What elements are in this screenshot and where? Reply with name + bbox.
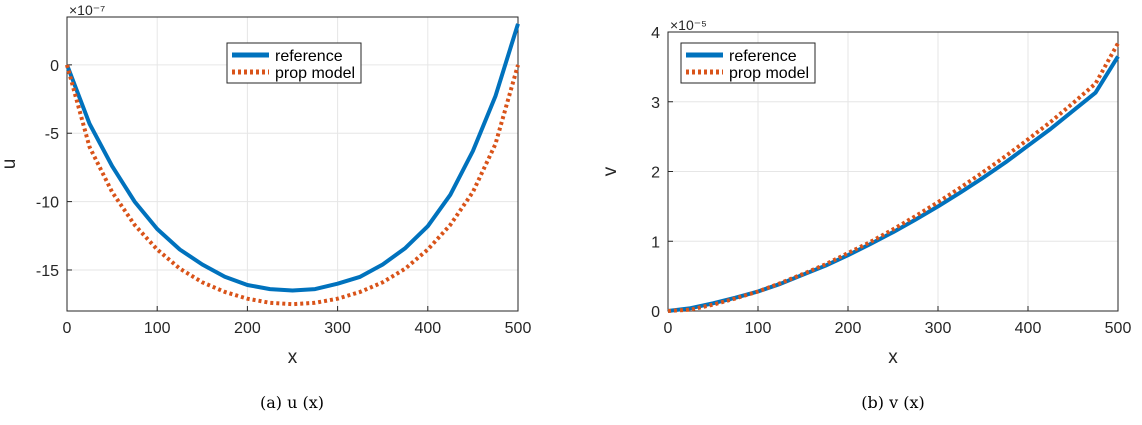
chart-a-caption: (a) u (x)	[260, 393, 324, 412]
chart-b-caption: (b) v (x)	[861, 393, 924, 412]
x-tick-label: 500	[1105, 320, 1132, 337]
y-tick-label: 2	[651, 165, 660, 182]
chart-b-series	[667, 42, 1120, 313]
chart-b-legend: reference prop model	[680, 42, 816, 84]
y-tick-label: -15	[36, 263, 59, 280]
series-line-reference	[667, 55, 1120, 313]
x-tick-label: 0	[63, 320, 72, 337]
chart-a-ticks: 0 100 200 300 400 500 -15 -10 -5 0	[36, 58, 532, 337]
x-tick-label: 300	[925, 320, 952, 337]
y-tick-label: 3	[651, 95, 660, 112]
chart-b-exponent: ×10⁻⁵	[670, 17, 707, 33]
chart-b-y-axis-label: v	[600, 166, 621, 176]
chart-a-legend-label-prop-model: prop model	[275, 65, 355, 82]
x-tick-label: 500	[505, 320, 532, 337]
chart-a-legend: reference prop model	[226, 42, 362, 84]
chart-a-x-axis-label: x	[288, 347, 298, 368]
y-tick-label: 0	[50, 58, 59, 75]
series-line-reference	[65, 23, 520, 293]
chart-a: 0 100 200 300 400 500 -15 -10 -5 0 ×10⁻⁷ x u refe…	[0, 2, 531, 412]
x-tick-label: 200	[234, 320, 261, 337]
chart-a-exponent: ×10⁻⁷	[69, 2, 105, 18]
chart-b-ticks: 0 100 200 300 400 500 0 1 2 3 4	[651, 25, 1131, 337]
y-tick-label: 4	[651, 25, 660, 42]
x-tick-label: 400	[414, 320, 441, 337]
x-tick-label: 0	[664, 320, 673, 337]
chart-a-plot-area	[66, 16, 519, 312]
chart-b-legend-label-reference: reference	[729, 48, 797, 65]
y-tick-label: 0	[651, 304, 660, 321]
chart-b-legend-box	[680, 42, 816, 84]
chart-b: 0 100 200 300 400 500 0 1 2 3 4 ×10⁻⁵ x v referenc…	[600, 17, 1131, 412]
x-tick-label: 100	[745, 320, 772, 337]
x-tick-label: 100	[144, 320, 171, 337]
x-tick-label: 400	[1015, 320, 1042, 337]
chart-a-y-axis-label: u	[0, 159, 20, 170]
y-tick-label: -5	[45, 126, 59, 143]
chart-a-series	[65, 23, 520, 307]
x-tick-label: 300	[324, 320, 351, 337]
chart-b-x-axis-label: x	[888, 347, 898, 368]
chart-a-legend-box	[226, 42, 362, 84]
x-tick-label: 200	[835, 320, 862, 337]
series-line-prop-model	[667, 42, 1120, 313]
series-line-prop-model	[65, 64, 520, 307]
chart-b-legend-label-prop-model: prop model	[729, 65, 809, 82]
chart-a-legend-label-reference: reference	[275, 48, 343, 65]
y-tick-label: -10	[36, 195, 59, 212]
y-tick-label: 1	[651, 234, 660, 251]
